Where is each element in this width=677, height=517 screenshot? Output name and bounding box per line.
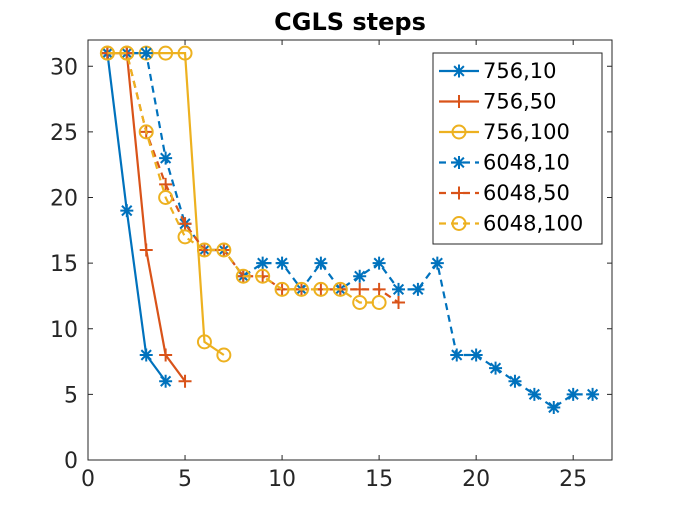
data-point (314, 256, 328, 270)
data-point (469, 348, 483, 362)
legend-entry: 6048,10 (439, 151, 570, 175)
legend-label: 756,50 (483, 90, 556, 114)
data-point (313, 281, 329, 297)
x-tick-label: 20 (462, 467, 490, 492)
series-line (107, 52, 400, 304)
legend-label: 6048,50 (483, 181, 570, 205)
legend-marker (452, 64, 466, 78)
data-point (566, 387, 580, 401)
series-6048-100 (99, 45, 387, 310)
legend-entry: 756,10 (439, 59, 556, 83)
data-point (159, 374, 173, 388)
legend-marker (452, 95, 466, 108)
data-point (332, 281, 348, 297)
data-point (119, 45, 135, 61)
legend-label: 6048,10 (483, 151, 570, 175)
series-line (106, 52, 167, 382)
data-point (235, 268, 251, 284)
data-point (353, 269, 367, 283)
data-point (158, 45, 174, 61)
legend-label: 6048,100 (483, 212, 583, 236)
data-point (138, 124, 154, 140)
data-point (139, 46, 153, 60)
series-line (107, 52, 186, 382)
data-point (256, 256, 270, 270)
data-point (159, 348, 173, 362)
legend-entry: 6048,50 (439, 181, 570, 205)
legend-entry: 6048,100 (439, 212, 583, 236)
x-tick-label: 10 (268, 467, 296, 492)
data-point (216, 347, 232, 363)
data-point (275, 282, 289, 296)
y-tick-label: 10 (50, 318, 78, 343)
series-line (107, 52, 380, 304)
data-point (586, 387, 600, 401)
data-point (430, 256, 444, 270)
data-point (120, 204, 134, 218)
data-point (293, 281, 309, 297)
data-point (255, 268, 271, 284)
data-point (177, 45, 193, 61)
x-tick-label: 25 (559, 467, 587, 492)
series-756-50 (100, 46, 192, 388)
y-tick-label: 20 (50, 187, 78, 212)
data-point (392, 282, 406, 296)
y-tick-label: 5 (64, 383, 78, 408)
legend-label: 756,10 (483, 59, 556, 83)
y-tick-label: 25 (50, 121, 78, 146)
legend-entry: 756,100 (439, 120, 570, 144)
axes: 0 5 10 15 20 25 0 5 10 15 20 25 30 (50, 39, 613, 492)
data-point (99, 45, 115, 61)
legend-marker (452, 156, 466, 169)
data-point (527, 387, 541, 401)
x-tick-label: 5 (178, 467, 192, 492)
legend-marker (451, 216, 467, 231)
x-tick-label: 0 (81, 467, 95, 492)
series-layer (99, 45, 600, 414)
data-point (159, 177, 173, 191)
chart-title: CGLS steps (274, 8, 426, 36)
series-6048-50 (100, 46, 406, 309)
data-point (371, 295, 387, 310)
data-point (216, 242, 232, 258)
data-point (547, 401, 561, 414)
legend-label: 756,100 (483, 120, 570, 144)
y-tick-label: 0 (64, 449, 78, 474)
y-tick-label: 15 (50, 252, 78, 277)
data-point (489, 361, 503, 375)
x-tick-label: 15 (365, 467, 393, 492)
data-point (372, 282, 386, 296)
legend-marker (451, 124, 467, 140)
legend-marker (452, 186, 466, 200)
y-tick-label: 30 (50, 55, 78, 80)
data-point (353, 282, 367, 296)
data-point (177, 229, 193, 245)
data-point (196, 242, 212, 258)
legend-box (432, 52, 603, 245)
data-point (275, 256, 289, 270)
data-point (508, 374, 522, 388)
data-point (159, 151, 173, 165)
plot-frame (87, 39, 613, 461)
data-point (352, 295, 368, 310)
data-point (178, 217, 192, 231)
legend: 756,10 756,50 756,100 6048,10 6048,50 6048,10… (432, 52, 603, 245)
data-point (392, 296, 406, 309)
data-point (139, 243, 153, 257)
data-point (196, 334, 212, 350)
legend-entry: 756,50 (439, 90, 556, 114)
data-point (178, 374, 192, 388)
data-point (411, 282, 425, 296)
data-point (139, 348, 153, 362)
data-point (450, 348, 464, 362)
data-point (274, 281, 290, 297)
data-point (372, 256, 386, 270)
data-point (158, 190, 174, 205)
